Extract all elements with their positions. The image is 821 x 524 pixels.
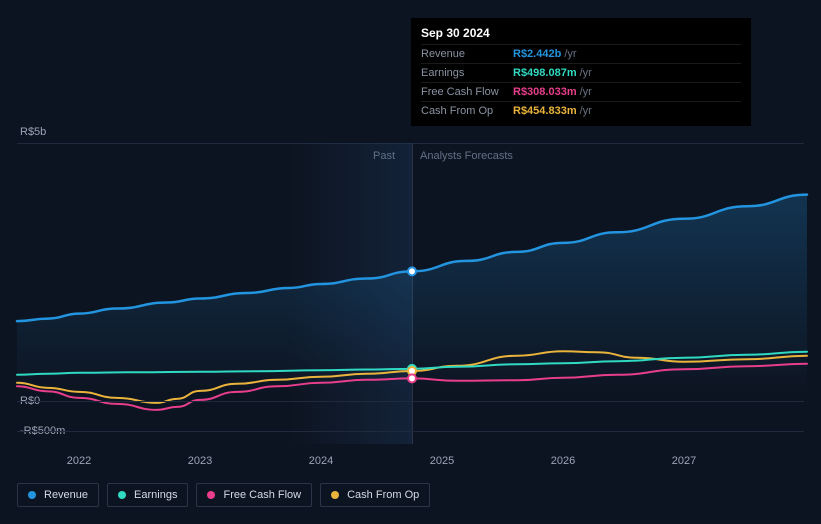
legend-label: Cash From Op: [347, 489, 419, 501]
tooltip-metric-label: Earnings: [421, 67, 513, 79]
chart-tooltip: Sep 30 2024 RevenueR$2.442b/yrEarningsR$…: [411, 18, 751, 126]
tooltip-row: Cash From OpR$454.833m/yr: [421, 101, 741, 120]
x-axis-label: 2026: [551, 455, 575, 467]
tooltip-metric-label: Cash From Op: [421, 105, 513, 117]
y-axis-label: R$5b: [20, 126, 46, 138]
tooltip-metric-value: R$2.442b: [513, 48, 561, 60]
tooltip-metric-value: R$498.087m: [513, 67, 577, 79]
legend-item-fcf[interactable]: Free Cash Flow: [196, 483, 312, 507]
chart-legend: Revenue Earnings Free Cash Flow Cash From O…: [17, 483, 430, 507]
legend-item-revenue[interactable]: Revenue: [17, 483, 99, 507]
tooltip-metric-value: R$308.033m: [513, 86, 577, 98]
legend-label: Free Cash Flow: [223, 489, 301, 501]
legend-dot-icon: [118, 491, 126, 499]
gridline: [17, 401, 804, 402]
legend-dot-icon: [331, 491, 339, 499]
tooltip-row: RevenueR$2.442b/yr: [421, 44, 741, 63]
x-axis-label: 2025: [430, 455, 454, 467]
tooltip-metric-suffix: /yr: [580, 67, 592, 79]
x-axis-label: 2022: [67, 455, 91, 467]
chart-svg: [17, 143, 807, 444]
legend-label: Earnings: [134, 489, 177, 501]
tooltip-metric-suffix: /yr: [580, 105, 592, 117]
tooltip-metric-label: Revenue: [421, 48, 513, 60]
tooltip-date: Sep 30 2024: [421, 26, 741, 40]
tooltip-metric-suffix: /yr: [580, 86, 592, 98]
legend-item-cfo[interactable]: Cash From Op: [320, 483, 430, 507]
legend-dot-icon: [28, 491, 36, 499]
fcf-marker: [408, 374, 416, 382]
tooltip-metric-suffix: /yr: [564, 48, 576, 60]
x-axis-label: 2027: [672, 455, 696, 467]
legend-label: Revenue: [44, 489, 88, 501]
earnings-growth-chart: Sep 30 2024 RevenueR$2.442b/yrEarningsR$…: [0, 0, 821, 524]
revenue-marker: [408, 267, 416, 275]
x-axis-label: 2024: [309, 455, 333, 467]
gridline: [17, 431, 804, 432]
legend-dot-icon: [207, 491, 215, 499]
legend-item-earnings[interactable]: Earnings: [107, 483, 188, 507]
tooltip-row: EarningsR$498.087m/yr: [421, 63, 741, 82]
tooltip-metric-value: R$454.833m: [513, 105, 577, 117]
x-axis-label: 2023: [188, 455, 212, 467]
tooltip-metric-label: Free Cash Flow: [421, 86, 513, 98]
tooltip-row: Free Cash FlowR$308.033m/yr: [421, 82, 741, 101]
